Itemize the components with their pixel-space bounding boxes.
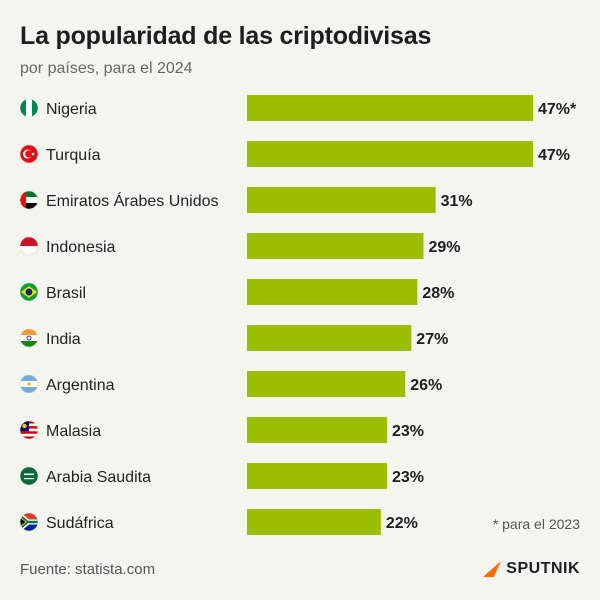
value-label: 26% [410, 377, 442, 394]
indonesia-flag-icon [19, 236, 39, 256]
category-label: Argentina [46, 377, 115, 394]
value-label: 31% [441, 193, 473, 210]
bar-row: Emiratos Árabes Unidos 31% [19, 187, 473, 213]
category-label: Nigeria [46, 101, 97, 118]
category-label: Turquía [46, 147, 101, 164]
bar [247, 95, 533, 121]
value-label: 23% [392, 423, 424, 440]
bar-row: India 27% [19, 325, 448, 351]
turkey-flag-icon [19, 144, 39, 164]
bar-row: Malasia 23% [19, 417, 424, 443]
category-label: Brasil [46, 285, 86, 302]
bar [247, 371, 406, 397]
nigeria-flag-icon [19, 98, 39, 118]
value-label: 22% [386, 515, 418, 532]
bar-row: Nigeria 47%* [19, 95, 577, 121]
value-label: 23% [392, 469, 424, 486]
category-label: India [46, 331, 81, 348]
bar-row: Turquía 47% [19, 141, 570, 167]
bar-row: Sudáfrica 22% [19, 509, 418, 535]
saudi-arabia-flag-icon [19, 466, 39, 486]
bar [247, 417, 387, 443]
bar [247, 463, 387, 489]
malaysia-flag-icon [19, 420, 39, 440]
bar-row: Arabia Saudita 23% [19, 463, 424, 489]
brand-name: SPUTNIK [506, 560, 580, 577]
bar [247, 509, 381, 535]
bar [247, 187, 436, 213]
bar [247, 325, 412, 351]
uae-flag-icon [19, 190, 39, 210]
sputnik-arrow-icon [483, 561, 502, 577]
value-label: 47%* [538, 101, 577, 118]
argentina-flag-icon [19, 374, 39, 394]
value-label: 29% [428, 239, 460, 256]
india-flag-icon [19, 328, 39, 348]
category-label: Malasia [46, 423, 101, 440]
chart-subtitle: por países, para el 2024 [20, 60, 193, 77]
bar-row: Indonesia 29% [19, 233, 460, 259]
bar-row: Argentina 26% [19, 371, 442, 397]
category-label: Emiratos Árabes Unidos [46, 191, 219, 210]
bar-chart: Nigeria 47%* Turquía 47% Emiratos Árabes Uni… [19, 95, 577, 535]
value-label: 28% [422, 285, 454, 302]
footnote: * para el 2023 [492, 516, 580, 532]
south-africa-flag-icon [19, 512, 39, 532]
chart-title: La popularidad de las criptodivisas [20, 22, 432, 50]
category-label: Sudáfrica [46, 515, 114, 532]
value-label: 47% [538, 147, 570, 164]
brazil-flag-icon [19, 282, 39, 302]
category-label: Arabia Saudita [46, 469, 151, 486]
bar [247, 233, 424, 259]
value-label: 27% [416, 331, 448, 348]
bar [247, 279, 418, 305]
sputnik-logo: SPUTNIK [482, 560, 580, 578]
bar [247, 141, 533, 167]
bar-row: Brasil 28% [19, 279, 454, 305]
source-note: Fuente: statista.com [20, 561, 156, 578]
category-label: Indonesia [46, 239, 115, 256]
